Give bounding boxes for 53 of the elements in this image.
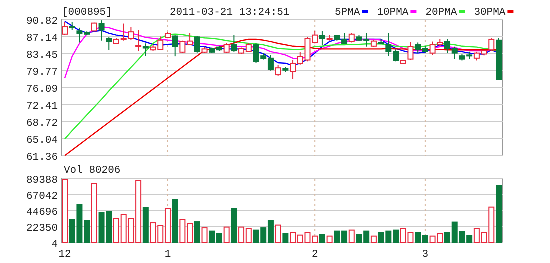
x-tick-label: 1: [164, 249, 172, 261]
candlestick: [275, 64, 282, 76]
candlestick: [194, 36, 200, 54]
candlestick: [488, 38, 495, 52]
candlestick: [172, 34, 178, 58]
legend-label: 20PMA: [426, 7, 458, 19]
candlestick: [106, 36, 112, 51]
bar: [275, 224, 282, 244]
candlestick: [142, 43, 149, 57]
bar: [91, 184, 98, 244]
y-tick-label: 65.04: [26, 135, 58, 148]
y-tick-label: 68.72: [26, 118, 58, 130]
y-tick-label: 22350: [26, 223, 58, 235]
candlestick: [224, 42, 230, 54]
bar: [348, 230, 355, 244]
legend-label: 10PMA: [377, 7, 410, 19]
bar: [62, 179, 68, 244]
candlestick: [319, 30, 326, 46]
y-tick-label: 76.09: [26, 84, 58, 96]
y-tick-label: 4: [52, 239, 58, 251]
bar: [231, 208, 238, 244]
bar: [370, 236, 377, 244]
bar: [224, 226, 230, 244]
y-tick-label: 44696: [26, 207, 58, 219]
bar: [326, 236, 333, 244]
y-tick-label: 72.41: [26, 100, 58, 113]
y-tick-label: 87.14: [26, 32, 58, 45]
chart-title: [000895]: [62, 7, 112, 19]
legend-label: 30PMA: [474, 7, 506, 19]
bar: [194, 222, 200, 244]
bar: [319, 234, 326, 244]
candlestick: [231, 34, 238, 52]
candlestick: [408, 42, 414, 61]
y-tick-label: 83.45: [26, 50, 58, 62]
chart-subtitle: 2011-03-21 13:24:51: [170, 7, 290, 19]
x-tick-label: 2: [312, 249, 318, 261]
y-tick-label: 79.77: [26, 67, 58, 80]
y-tick-label: 67042: [26, 191, 58, 203]
y-tick-label: 61.36: [26, 152, 58, 164]
bar: [142, 207, 149, 244]
candlestick: [98, 20, 105, 42]
x-tick-label: 3: [422, 249, 429, 261]
candlestick: [62, 22, 68, 36]
y-tick-label: 90.82: [26, 16, 58, 28]
x-tick-label: 12: [58, 249, 72, 261]
y-tick-label: 89388: [26, 175, 58, 187]
bar: [172, 199, 178, 244]
bar: [202, 228, 208, 244]
candlestick: [136, 30, 142, 52]
bar: [282, 233, 289, 244]
bar: [496, 185, 502, 244]
legend-label: 5PMA: [335, 7, 361, 19]
chart-title: Vol 80206: [64, 165, 121, 177]
